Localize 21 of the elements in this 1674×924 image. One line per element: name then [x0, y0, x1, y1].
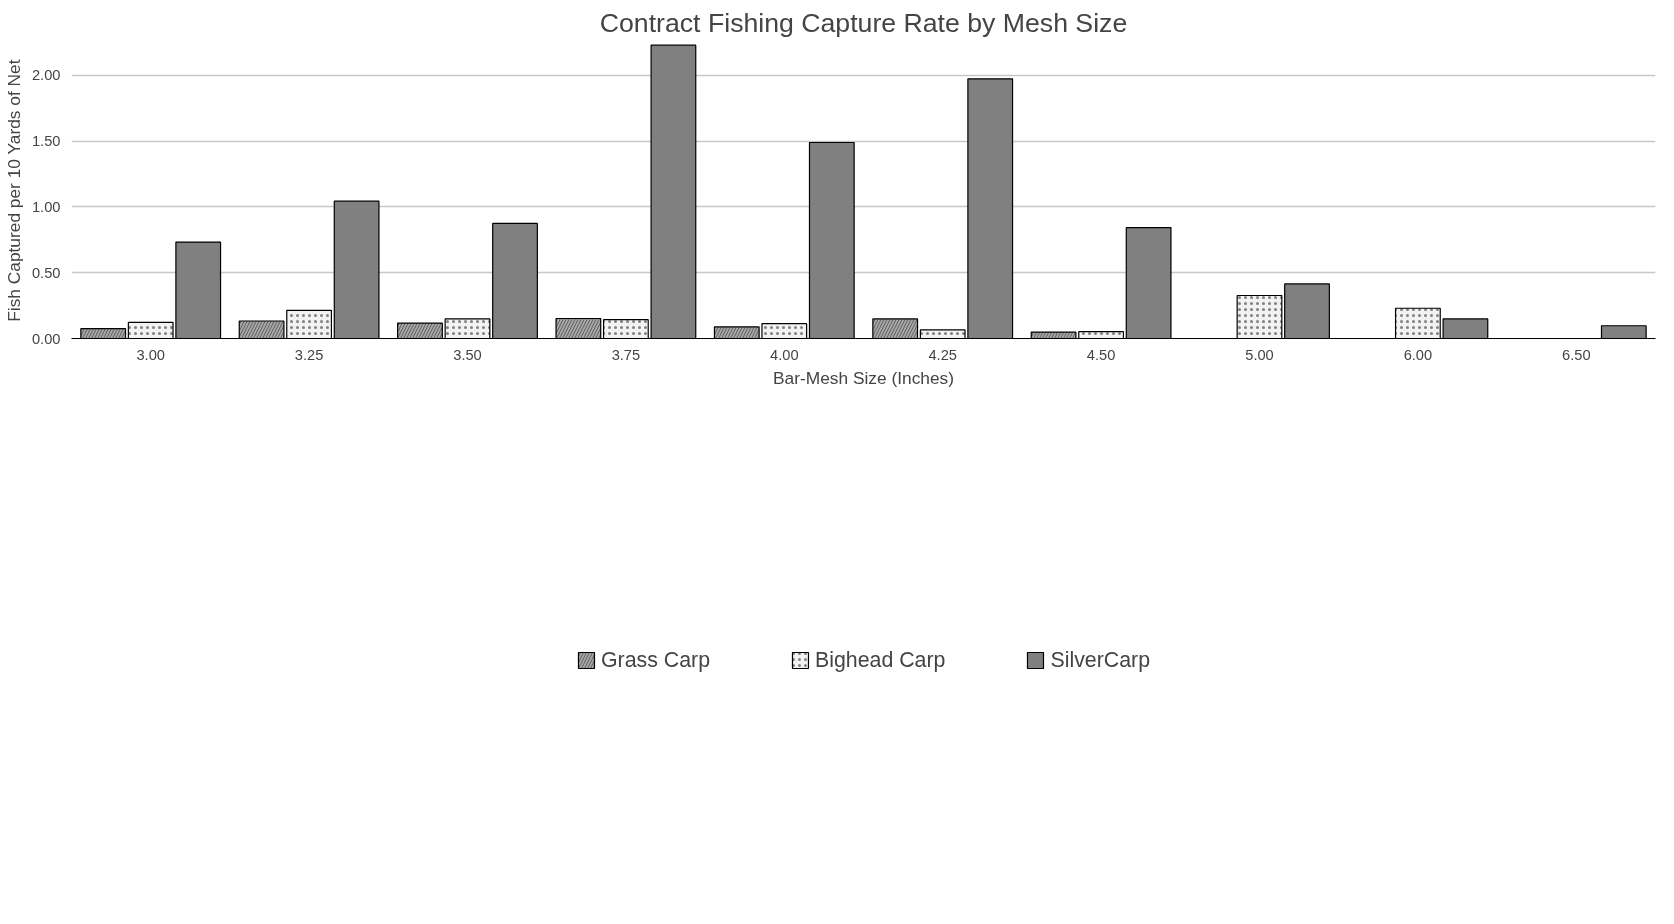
y-axis-title: Fish Captured per 10 Yards of Net: [3, 59, 24, 322]
x-tick-label: 3.25: [294, 346, 324, 363]
x-tick-label: 4.50: [1086, 346, 1116, 363]
x-tick-label: 3.75: [611, 346, 641, 363]
y-tick-label: 0.00: [31, 330, 61, 347]
x-tick-label: 4.25: [928, 346, 957, 363]
x-tick-label: 5.00: [1245, 346, 1274, 363]
x-tick-label: 6.50: [1562, 346, 1591, 363]
x-axis-title: Bar-Mesh Size (Inches): [772, 367, 955, 388]
x-tick-label: 6.00: [1403, 346, 1433, 363]
legend-label: Bighead Carp: [815, 647, 946, 673]
legend-label: Grass Carp: [600, 647, 711, 673]
y-tick-label: 2.00: [31, 67, 61, 84]
x-tick-label: 3.00: [136, 346, 165, 363]
chart-title: Contract Fishing Capture Rate by Mesh Size: [599, 7, 1128, 38]
x-tick-label: 3.50: [453, 346, 482, 363]
x-tick-label: 4.00: [770, 346, 799, 363]
y-tick-label: 0.50: [31, 264, 61, 281]
legend-label: SilverCarp: [1050, 647, 1151, 673]
y-tick-label: 1.00: [31, 198, 61, 215]
y-tick-label: 1.50: [31, 133, 61, 150]
